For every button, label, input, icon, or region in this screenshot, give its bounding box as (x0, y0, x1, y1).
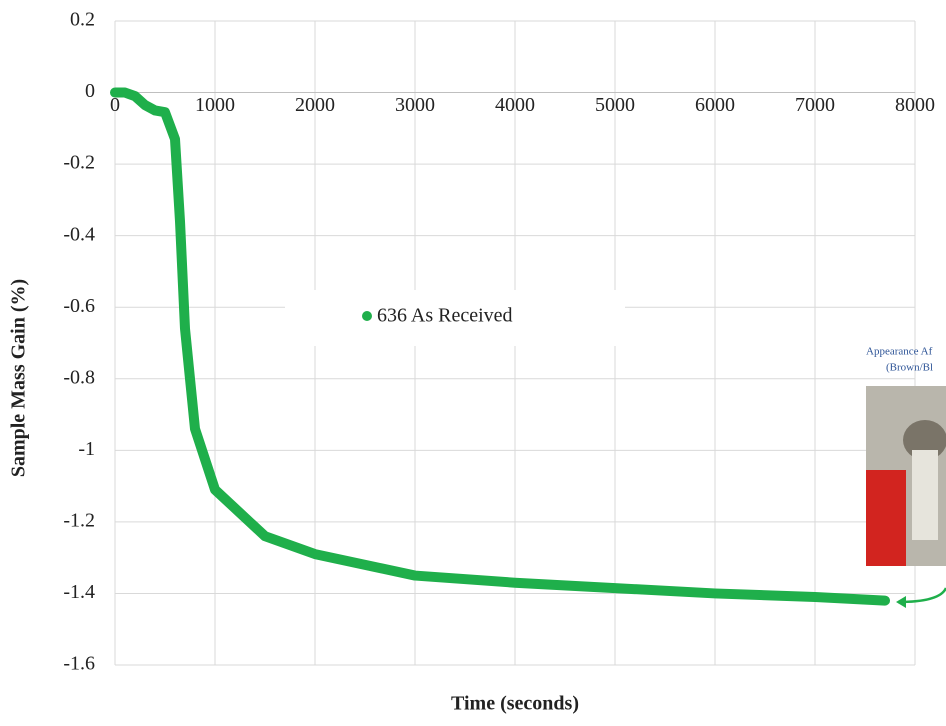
y-tick-label: -1.2 (63, 509, 95, 531)
y-tick-label: 0.2 (70, 9, 95, 31)
data-line (115, 93, 885, 601)
x-tick-label: 6000 (695, 94, 735, 116)
x-tick-label: 7000 (795, 94, 835, 116)
x-tick-label: 2000 (295, 94, 335, 116)
y-tick-label: -0.2 (63, 152, 95, 174)
x-tick-label: 1000 (195, 94, 235, 116)
x-tick-label: 5000 (595, 94, 635, 116)
x-tick-label: 3000 (395, 94, 435, 116)
photo-stand (912, 450, 938, 540)
y-tick-label: 0 (85, 80, 95, 102)
arrow-head (896, 596, 906, 608)
y-tick-label: -0.8 (63, 366, 95, 388)
y-tick-label: -1.4 (63, 581, 95, 603)
x-axis-title: Time (seconds) (451, 693, 579, 715)
photo-red (866, 470, 906, 566)
annotation: (Brown/Bl (886, 362, 933, 374)
y-tick-label: -0.4 (63, 223, 95, 245)
legend-label: 636 As Received (377, 305, 513, 327)
y-tick-label: -1 (78, 438, 95, 460)
chart: Time (seconds) Sample Mass Gain (%) 0.2 0… (0, 0, 946, 726)
x-tick-label: 8000 (895, 94, 935, 116)
x-tick-label: 4000 (495, 94, 535, 116)
y-axis-title: Sample Mass Gain (%) (8, 279, 30, 477)
legend-marker (362, 311, 372, 321)
photo: Appearance Af (Brown/Bl (866, 346, 946, 608)
y-tick-label: -1.6 (63, 653, 95, 675)
annotation: Appearance Af (866, 346, 933, 358)
y-tick-label: -0.6 (63, 295, 95, 317)
